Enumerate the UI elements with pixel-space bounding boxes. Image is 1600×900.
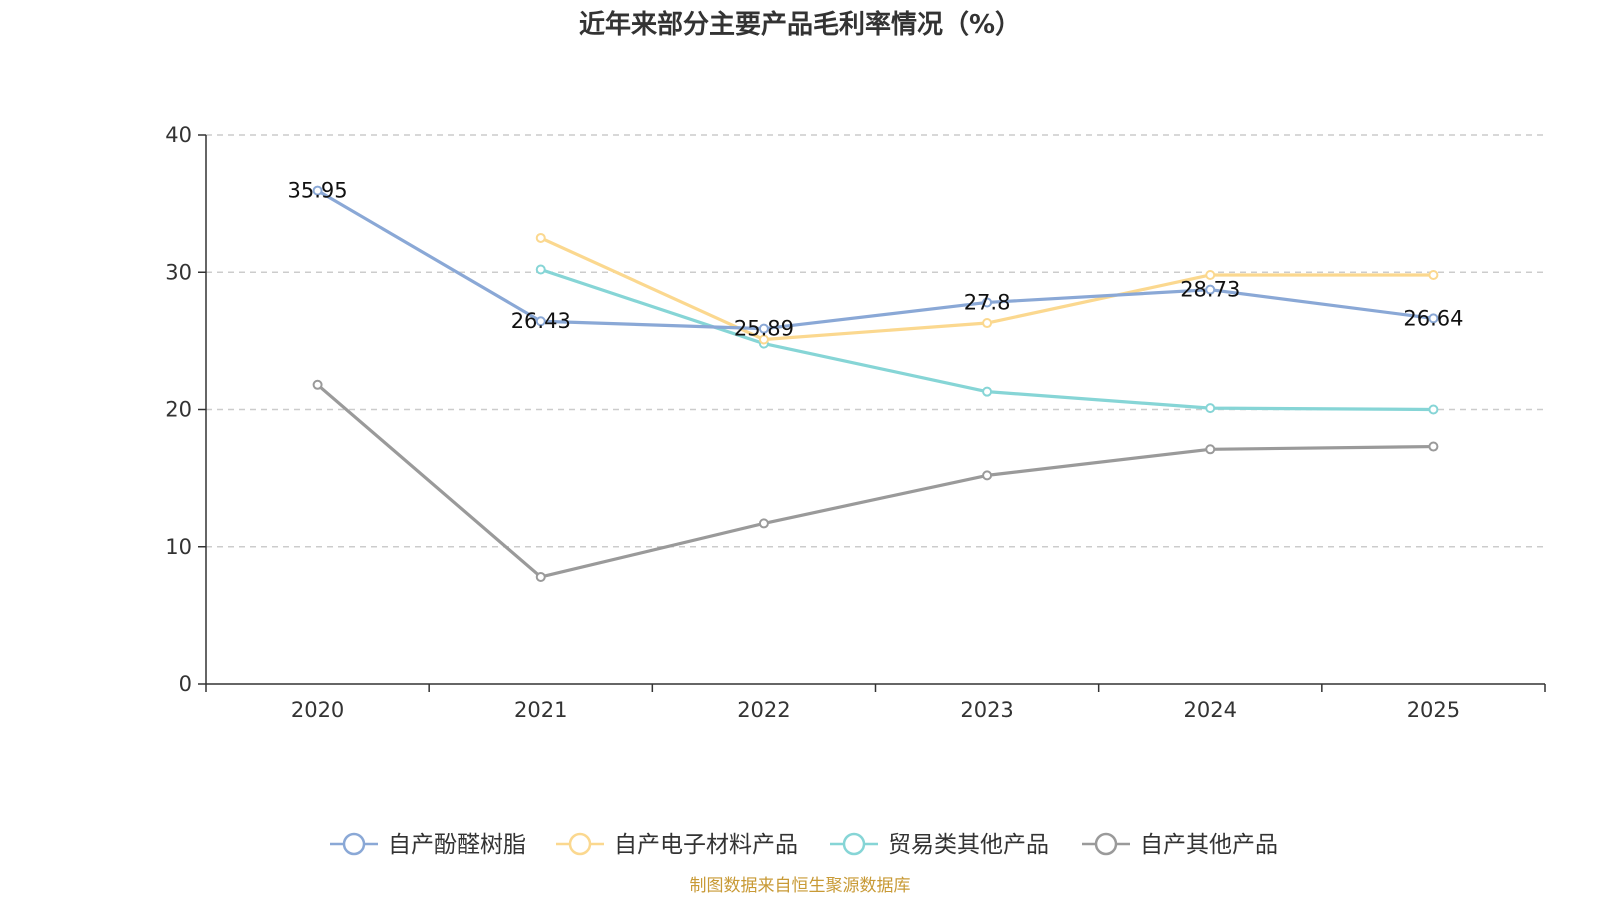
legend-label: 自产其他产品: [1140, 832, 1278, 858]
data-point[interactable]: [1205, 284, 1216, 295]
data-label: 28.73: [1180, 278, 1240, 302]
y-tick-label: 40: [165, 123, 192, 147]
data-point[interactable]: [1428, 269, 1439, 280]
series-1: [312, 185, 1439, 334]
data-point[interactable]: [312, 185, 323, 196]
y-tick-label: 30: [165, 260, 192, 284]
data-point[interactable]: [1205, 403, 1216, 414]
source-note: 制图数据来自恒生聚源数据库: [690, 876, 911, 896]
x-tick-label: 2024: [1184, 698, 1237, 722]
y-tick-label: 20: [165, 398, 192, 422]
data-point[interactable]: [758, 518, 769, 529]
legend-label: 贸易类其他产品: [888, 832, 1049, 858]
series-group: [312, 185, 1439, 582]
data-point[interactable]: [982, 386, 993, 397]
data-point[interactable]: [1205, 269, 1216, 280]
y-tick-label: 0: [179, 672, 192, 696]
data-point[interactable]: [535, 571, 546, 582]
data-point[interactable]: [1428, 313, 1439, 324]
chart-title: 近年来部分主要产品毛利率情况（%）: [579, 9, 1021, 40]
data-point[interactable]: [535, 232, 546, 243]
x-tick-label: 2020: [291, 698, 344, 722]
x-tick-label: 2022: [737, 698, 790, 722]
legend-item-4[interactable]: 自产其他产品: [1082, 832, 1278, 858]
axes: 0 10 20 30 40 2020 2021 2022 2023 2024 2025: [165, 123, 1546, 722]
data-point[interactable]: [1428, 441, 1439, 452]
legend-marker: [842, 832, 866, 856]
data-point[interactable]: [982, 318, 993, 329]
data-point[interactable]: [535, 316, 546, 327]
legend[interactable]: 自产酚醛树脂 自产电子材料产品 贸易类其他产品 自产其他产品: [330, 832, 1278, 858]
data-point[interactable]: [535, 264, 546, 275]
data-point[interactable]: [1205, 444, 1216, 455]
x-tick-label: 2025: [1407, 698, 1460, 722]
data-point[interactable]: [1428, 404, 1439, 415]
legend-item-1[interactable]: 自产酚醛树脂: [330, 832, 526, 858]
x-tick-label: 2023: [960, 698, 1013, 722]
series-3: [535, 264, 1439, 415]
data-point[interactable]: [312, 379, 323, 390]
legend-item-3[interactable]: 贸易类其他产品: [830, 832, 1049, 858]
data-label: 35.95: [288, 179, 348, 203]
data-label: 26.43: [511, 309, 571, 333]
legend-label: 自产酚醛树脂: [388, 832, 526, 858]
data-point[interactable]: [758, 334, 769, 345]
data-labels: 35.95 26.43 25.89 27.8 28.73 26.64: [288, 179, 1464, 341]
data-label: 27.8: [964, 290, 1011, 314]
legend-marker: [1094, 832, 1118, 856]
series-4: [312, 379, 1439, 582]
gridlines: [206, 134, 1545, 548]
x-tick-label: 2021: [514, 698, 567, 722]
series-line: [316, 189, 1434, 331]
data-point[interactable]: [758, 323, 769, 334]
series-2: [535, 232, 1439, 345]
data-point[interactable]: [982, 297, 993, 308]
legend-label: 自产电子材料产品: [614, 832, 798, 858]
series-line: [316, 383, 1434, 579]
data-label: 25.89: [734, 317, 794, 341]
legend-marker: [342, 832, 366, 856]
y-tick-label: 10: [165, 535, 192, 559]
data-point[interactable]: [982, 470, 993, 481]
legend-marker: [568, 832, 592, 856]
data-label: 26.64: [1403, 306, 1463, 330]
legend-item-2[interactable]: 自产电子材料产品: [556, 832, 798, 858]
